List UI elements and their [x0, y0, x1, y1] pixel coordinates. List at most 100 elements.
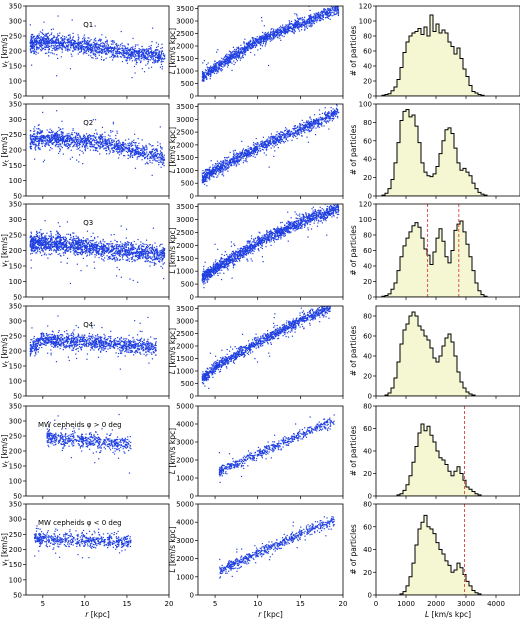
data-point	[102, 46, 104, 49]
data-point	[156, 154, 158, 156]
data-point	[273, 37, 275, 39]
data-point	[82, 53, 84, 55]
data-point	[99, 153, 101, 155]
data-point	[70, 41, 72, 43]
data-point	[67, 45, 69, 47]
data-point	[38, 132, 41, 134]
data-point	[74, 40, 76, 42]
data-point	[54, 136, 56, 138]
data-point	[116, 132, 118, 134]
data-point	[141, 150, 143, 152]
data-point	[89, 140, 91, 143]
data-point	[144, 53, 146, 55]
data-point	[48, 37, 50, 40]
data-point	[89, 46, 91, 48]
data-point	[135, 145, 137, 147]
data-point	[116, 147, 118, 149]
data-point	[44, 143, 46, 145]
data-point	[280, 34, 282, 36]
data-point	[70, 137, 72, 139]
data-point	[125, 150, 127, 152]
data-point	[333, 111, 335, 113]
plot-area	[29, 15, 166, 79]
data-point	[240, 52, 243, 54]
data-point	[147, 57, 149, 59]
data-point	[120, 30, 122, 33]
data-point	[81, 40, 83, 42]
data-point	[54, 40, 56, 43]
data-point	[138, 147, 140, 149]
data-point	[151, 50, 153, 52]
data-point	[333, 14, 335, 16]
data-point	[107, 134, 110, 136]
data-point	[279, 136, 282, 138]
data-point	[51, 148, 53, 150]
data-point	[121, 147, 123, 149]
data-point	[328, 15, 331, 17]
data-point	[237, 47, 240, 49]
data-point	[52, 137, 54, 139]
data-point	[86, 52, 88, 55]
data-point	[53, 134, 55, 136]
data-point	[272, 136, 274, 138]
data-point	[284, 31, 286, 33]
data-point	[227, 56, 230, 59]
data-point	[80, 41, 82, 44]
data-point	[311, 23, 313, 25]
data-point	[202, 74, 204, 77]
data-point	[261, 35, 263, 37]
data-point	[112, 57, 114, 59]
data-point	[287, 31, 289, 33]
data-point	[129, 54, 131, 56]
data-point	[308, 122, 311, 124]
data-point	[73, 43, 75, 45]
data-point	[39, 42, 41, 44]
data-point	[270, 144, 272, 146]
data-point	[144, 163, 146, 165]
data-point	[272, 36, 274, 38]
data-point	[134, 150, 136, 153]
data-point	[309, 18, 311, 20]
data-point	[263, 147, 266, 149]
data-point	[44, 48, 46, 51]
data-point	[296, 25, 298, 27]
data-point	[38, 148, 40, 150]
data-point	[261, 20, 263, 22]
data-point	[52, 40, 54, 43]
data-point	[131, 60, 134, 62]
data-point	[60, 47, 62, 49]
data-point	[261, 36, 264, 38]
data-point	[336, 10, 338, 12]
data-point	[57, 41, 60, 43]
data-point	[253, 152, 255, 154]
data-point	[227, 157, 229, 159]
data-point	[151, 150, 154, 153]
data-point	[272, 135, 275, 137]
data-point	[283, 31, 285, 34]
data-point	[100, 38, 102, 41]
data-point	[79, 47, 82, 49]
data-point	[267, 38, 269, 40]
data-point	[112, 41, 114, 43]
data-point	[307, 141, 310, 143]
data-point	[270, 37, 272, 39]
data-point	[93, 47, 96, 49]
data-point	[47, 40, 49, 43]
data-point	[132, 37, 134, 40]
data-point	[103, 140, 105, 142]
data-point	[67, 44, 70, 46]
data-point	[227, 55, 229, 57]
data-point	[127, 49, 130, 52]
data-point	[320, 12, 322, 14]
data-point	[34, 43, 36, 45]
data-point	[62, 35, 64, 37]
data-point	[78, 154, 81, 156]
data-point	[91, 57, 93, 59]
data-point	[113, 49, 115, 51]
data-point	[127, 154, 129, 156]
data-point	[104, 47, 106, 49]
data-point	[51, 38, 53, 40]
data-point	[211, 69, 213, 71]
data-point	[300, 124, 302, 126]
